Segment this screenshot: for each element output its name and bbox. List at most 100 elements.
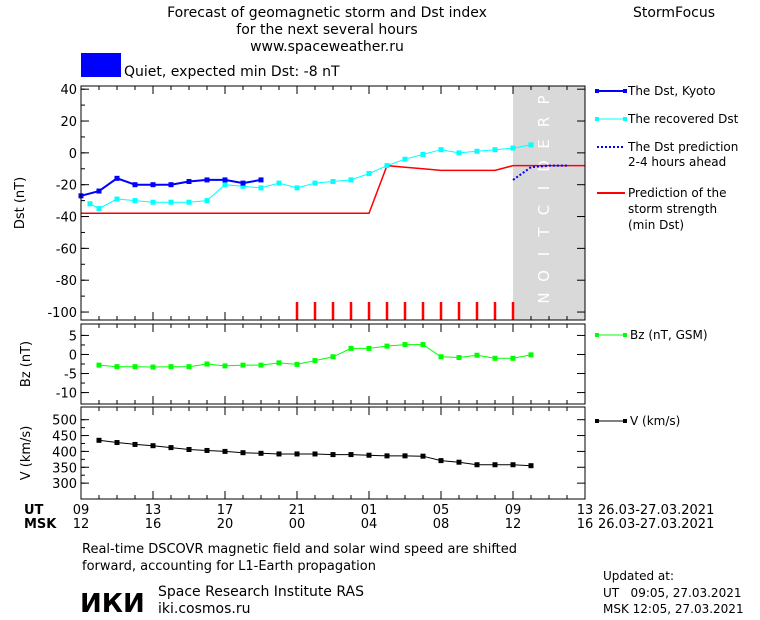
dst-kyoto-point [186, 179, 192, 185]
bz-point [96, 362, 102, 368]
dst-recovered-point [240, 183, 246, 189]
v-point [204, 447, 210, 453]
v-point [186, 447, 192, 453]
v-point [240, 450, 246, 456]
v-y-tick-label: 500 [52, 414, 77, 429]
v-point [438, 458, 444, 464]
msk-tick-labels: 12 16 20 00 04 08 12 16 [73, 517, 594, 532]
prediction-letter: R [535, 117, 553, 127]
msk-tick-label: 12 [505, 517, 522, 532]
dst-recovered-point [87, 201, 93, 207]
bz-point [186, 364, 192, 370]
v-plot-frame [80, 406, 586, 500]
dst-recovered-point [222, 182, 228, 188]
prediction-letter: I [535, 252, 553, 256]
dst-recovered-point [258, 185, 264, 191]
msk-tick-label: 00 [289, 517, 306, 532]
dst-y-tick-label: 40 [60, 83, 77, 98]
bz-plot-frame [80, 323, 586, 405]
legend-dst-recovered-marker-2 [623, 117, 627, 121]
v-point [420, 453, 426, 459]
bz-series [96, 342, 534, 370]
dst-kyoto-point [222, 177, 228, 183]
dst-recovered-point [114, 196, 120, 202]
header: Forecast of geomagnetic storm and Dst in… [81, 5, 715, 80]
dst-x-ticks [80, 86, 586, 320]
dst-recovered-point [276, 180, 282, 186]
v-point [222, 448, 228, 454]
v-point [132, 441, 138, 447]
legend-dst-prediction: The Dst prediction 2-4 hours ahead [597, 140, 738, 169]
bz-panel: 5 0 -5 -10 Bz (nT) [19, 323, 586, 405]
dst-recovered-point [132, 198, 138, 204]
v-point [384, 453, 390, 459]
dst-kyoto-point [258, 177, 264, 183]
dst-kyoto-point [240, 180, 246, 186]
dst-recovered-point [438, 147, 444, 153]
v-y-tick-label: 350 [52, 461, 77, 476]
dst-y-tick-label: -100 [47, 306, 77, 321]
bz-point [402, 342, 408, 348]
msk-axis-label: MSK [24, 517, 57, 532]
dst-axis-label: Dst (nT) [13, 177, 28, 229]
title-line-1: Forecast of geomagnetic storm and Dst in… [167, 5, 487, 21]
legend-bz-text: Bz (nT, GSM) [630, 328, 708, 342]
bz-point [114, 364, 120, 370]
legend-v-text: V (km/s) [630, 414, 680, 428]
ut-date-range: 26.03-27.03.2021 [598, 503, 714, 518]
dst-y-tick-label: 0 [69, 147, 77, 162]
time-axis: UT MSK 09 13 17 21 01 05 09 13 12 16 20 00 04 08 12 16… [24, 503, 714, 532]
bz-point [204, 361, 210, 367]
legend-v-marker-1 [595, 419, 599, 423]
ut-tick-labels: 09 13 17 21 01 05 09 13 [73, 503, 594, 518]
bz-point [222, 363, 228, 369]
legend-v-marker-2 [623, 419, 627, 423]
v-point [258, 450, 264, 456]
bz-axis-label: Bz (nT) [19, 341, 34, 387]
bz-point [366, 345, 372, 351]
legend-storm-strength-text-3: (min Dst) [628, 218, 684, 232]
v-x-ticks [80, 407, 586, 499]
v-point [150, 443, 156, 449]
v-point [528, 463, 534, 469]
legend-dst-prediction-text-2: 2-4 hours ahead [628, 155, 726, 169]
msk-tick-label: 08 [433, 517, 450, 532]
msk-tick-label: 16 [145, 517, 162, 532]
dst-recovered-point [186, 199, 192, 205]
legend-dst-recovered-marker-1 [595, 117, 599, 121]
bz-y-axis: 5 0 -5 -10 [56, 329, 585, 402]
ut-tick-label: 05 [433, 503, 450, 518]
v-point [510, 462, 516, 468]
updated-label: Updated at: [603, 569, 674, 583]
bz-point [528, 352, 534, 358]
bz-y-tick-label: -5 [64, 368, 77, 383]
msk-tick-label: 16 [577, 517, 594, 532]
ut-tick-label: 09 [73, 503, 90, 518]
prediction-letter: E [535, 139, 553, 148]
v-point [456, 459, 462, 465]
legend-dst-kyoto-marker-2 [623, 89, 627, 93]
v-point [492, 462, 498, 468]
brand-name: StormFocus [633, 5, 715, 21]
v-point [168, 445, 174, 451]
v-point [474, 462, 480, 468]
status-text: Quiet, expected min Dst: -8 nT [124, 64, 340, 80]
bz-point [348, 345, 354, 351]
legend-v: V (km/s) [595, 414, 680, 428]
bz-y-tick-label: 5 [69, 329, 77, 344]
v-y-tick-label: 300 [52, 477, 77, 492]
prediction-letter: P [535, 95, 553, 104]
v-point [312, 451, 318, 457]
dst-series [78, 142, 585, 215]
updated-ut: UT 09:05, 27.03.2021 [603, 586, 741, 600]
bz-point [276, 360, 282, 366]
dst-recovered-line [89, 144, 532, 210]
dst-kyoto-point [204, 177, 210, 183]
v-axis-label: V (km/s) [19, 426, 34, 481]
dst-recovered-point [384, 163, 390, 169]
bz-point [474, 352, 480, 358]
institute-name: Space Research Institute RAS [158, 584, 364, 600]
ut-tick-label: 21 [289, 503, 306, 518]
bz-y-tick-label: 0 [69, 348, 77, 363]
